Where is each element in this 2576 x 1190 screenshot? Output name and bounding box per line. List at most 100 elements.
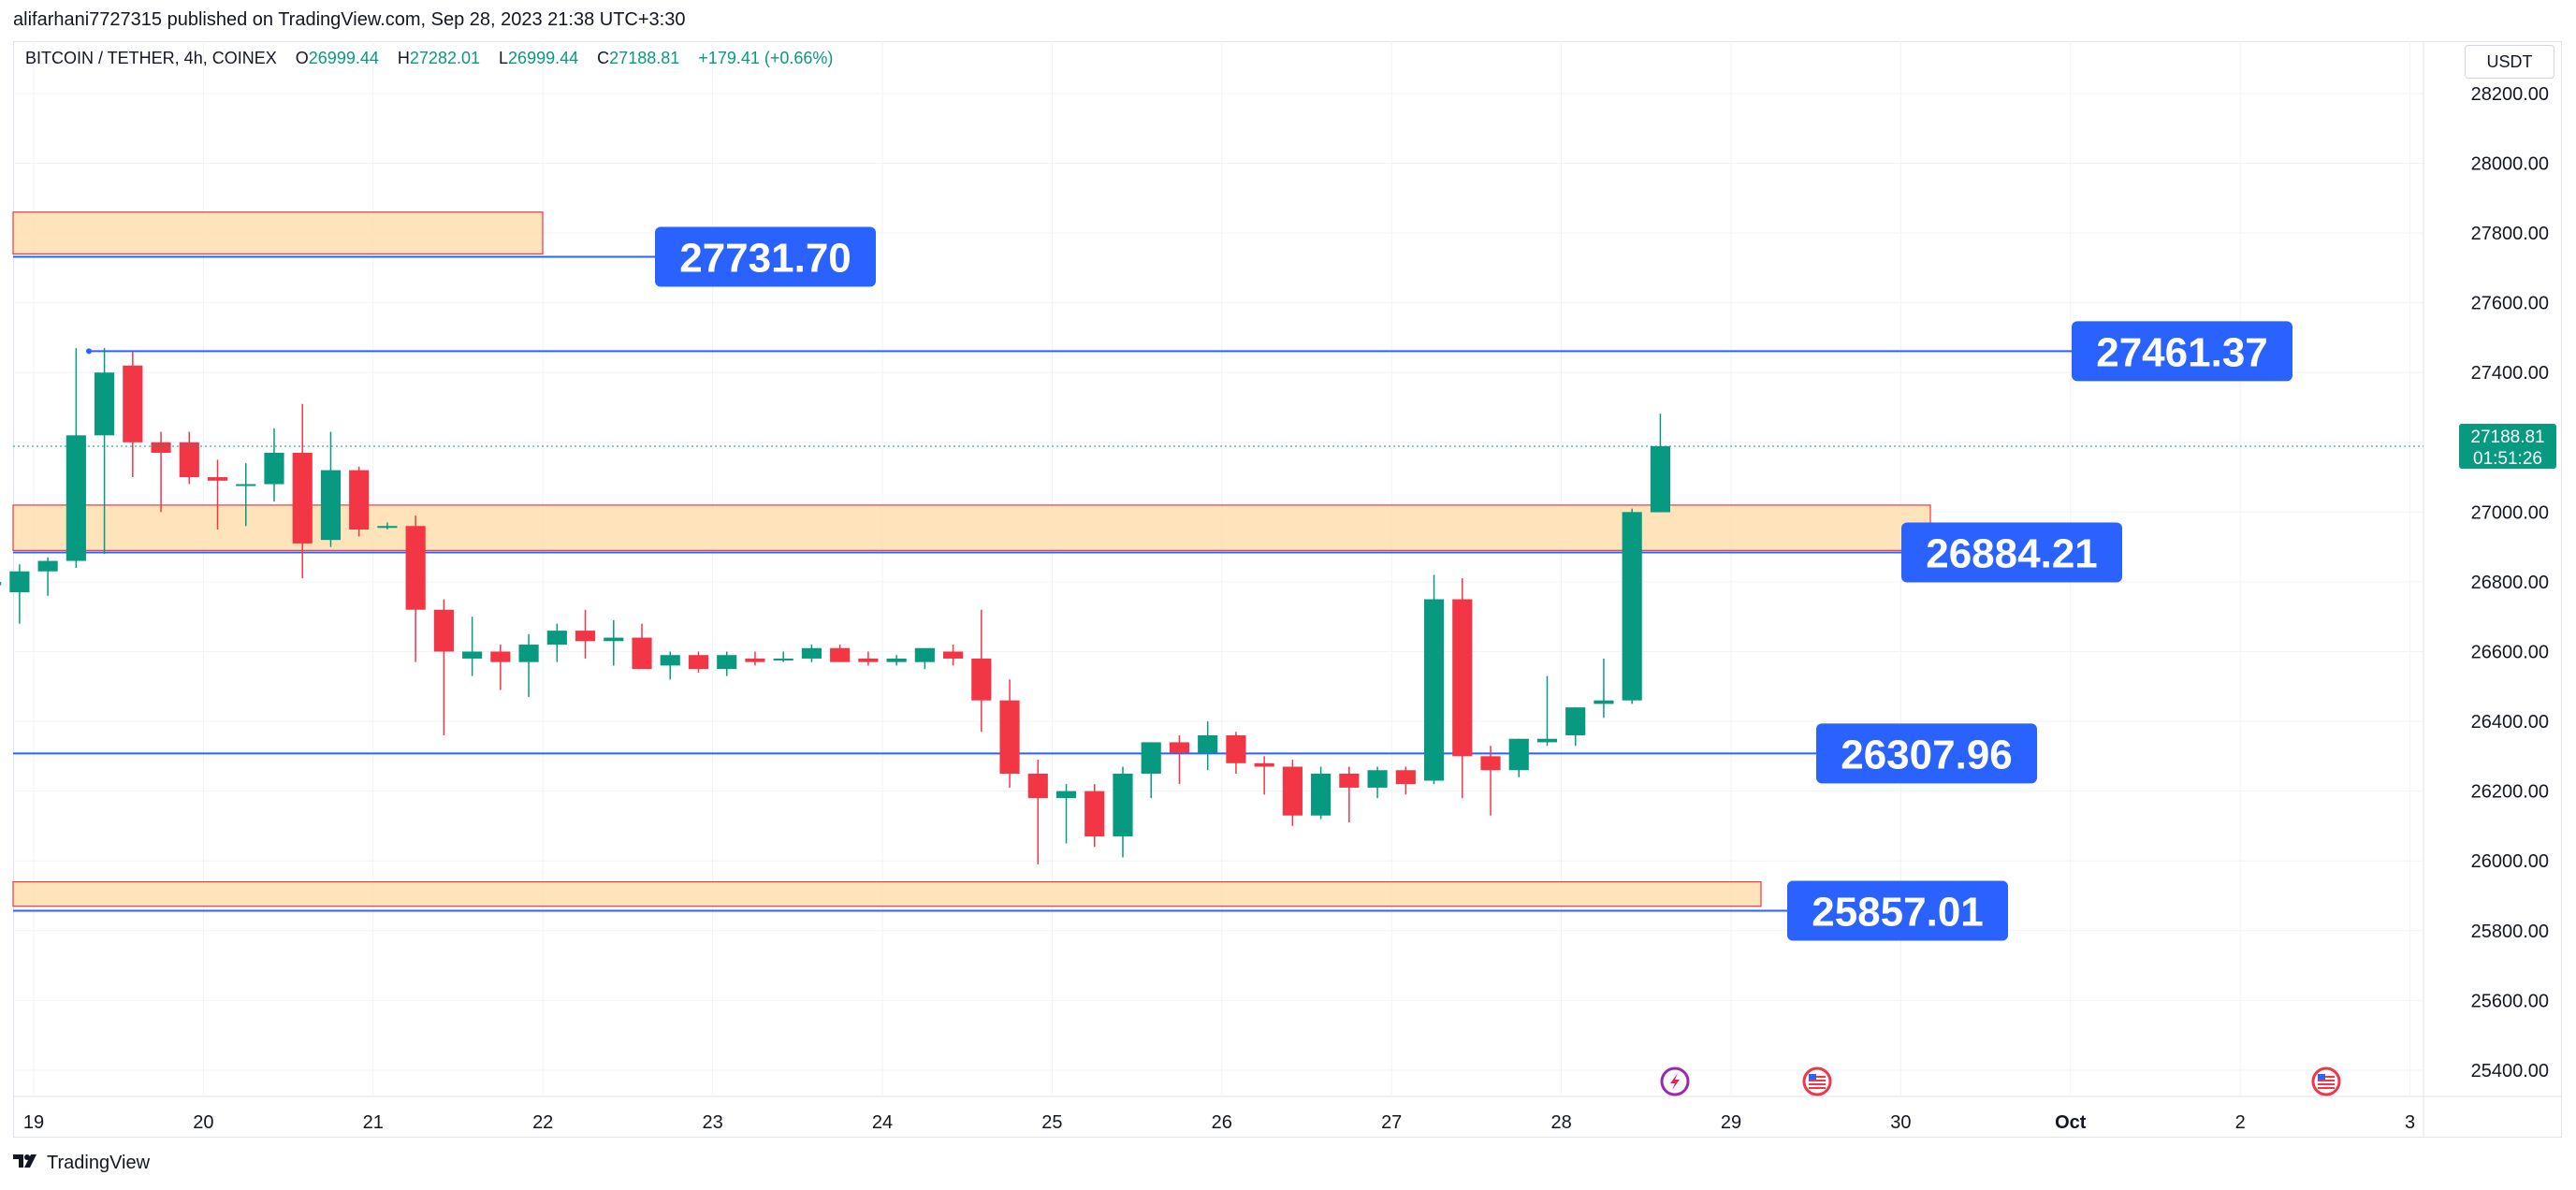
footer-brand[interactable]: TradingView [13,1153,150,1174]
x-tick-label: 3 [2405,1112,2415,1133]
flag-stripe [1809,1076,1826,1078]
y-tick-label: 27800.00 [2471,224,2549,244]
candle-body [462,651,483,659]
level-label-box [1816,723,2037,784]
high-label: H [397,49,410,67]
x-tick-label: 29 [1721,1112,1741,1133]
x-tick-label: 22 [532,1112,553,1133]
y-tick-label: 27400.00 [2471,363,2549,384]
candle-body [830,647,851,662]
x-tick-label: 26 [1212,1112,1232,1133]
candle-body [179,442,199,478]
candle-body [1367,770,1388,788]
y-tick-label: 28200.00 [2471,84,2549,105]
level-label: 27461.37 [2096,329,2268,375]
candle-body [971,658,992,701]
currency-button[interactable]: USDT [2465,45,2554,79]
y-tick-label: 27000.00 [2471,502,2549,523]
candle-body [914,647,935,662]
grid [13,41,2562,1138]
level-label: 27731.70 [679,236,851,282]
candle-body [1055,791,1077,799]
y-tick-label: 26000.00 [2471,851,2549,872]
candle-body [1226,734,1246,763]
candle-body [1536,738,1558,743]
candle-body [745,658,765,662]
events [1660,1067,2341,1096]
level-label: 26884.21 [1926,531,2098,577]
level-label: 26307.96 [1841,732,2013,777]
candle-body [433,609,454,652]
candle-body [320,470,342,541]
y-tick-label: 26600.00 [2471,642,2549,662]
candle-body [660,655,680,666]
candle-body [9,571,30,593]
candle-body [236,484,256,486]
candle-body [1565,707,1586,735]
candle-body [65,435,86,561]
candle-body [1282,766,1303,816]
x-tick-label: 23 [702,1112,722,1133]
y-tick-label: 28000.00 [2471,153,2549,174]
candle-body [123,365,143,443]
candle-body [717,655,737,670]
brand-name: TradingView [47,1153,151,1173]
level-label-box [2072,321,2292,382]
low-value: 26999.44 [508,49,579,67]
candle-body [773,658,793,660]
y-tick-label: 26400.00 [2471,712,2549,733]
candle-body [1084,791,1105,837]
open-value: 26999.44 [308,49,379,67]
flag-stripe [2318,1083,2335,1085]
candle-body [95,372,115,436]
high-value: 27282.01 [409,49,480,67]
publisher-line: alifarhani7727315 published on TradingVi… [13,9,686,30]
candle-body [1027,773,1048,799]
candle-body [264,452,284,485]
symbol-legend[interactable]: BITCOIN / TETHER, 4h, COINEX O26999.44 H… [25,49,833,68]
close-label: C [597,49,610,67]
y-tick-label: 26800.00 [2471,573,2549,593]
last-price-tag [2459,423,2556,469]
x-tick-label: 20 [193,1112,213,1133]
x-tick-label: 21 [363,1112,384,1133]
candle-body [1650,445,1670,513]
candle-body [943,651,964,659]
candle-body [377,526,398,529]
price-tags: 27188.81 01:51:26 [13,423,2556,469]
x-tick-label: Oct [2055,1112,2087,1133]
candle-body [801,647,822,659]
candle-body [292,452,313,544]
candle-body [688,655,709,670]
tradingview-logo-icon [13,1153,41,1174]
x-tick-label: 24 [872,1112,893,1133]
low-label: L [499,49,509,67]
flag-stripe [1809,1083,1826,1085]
level-anchor-dot [86,348,92,355]
symbol-name: BITCOIN / TETHER, 4h, COINEX [25,49,277,67]
candle-body [632,637,652,670]
candle-body [1594,700,1614,704]
level-label-box [1901,522,2122,583]
flag-stripe [1809,1087,1826,1089]
candle-body [1254,762,1274,767]
candle-body [405,526,426,610]
y-tick-label: 25400.00 [2471,1061,2549,1081]
y-axis: 28200.00 28000.00 27800.00 27600.00 27400.00… [2471,84,2549,1081]
flag-stripe [2318,1080,2335,1081]
candles [0,348,1670,864]
level-label-box [1787,880,2008,941]
zones [12,211,1931,907]
x-tick-label: 27 [1381,1112,1402,1133]
change-value: +179.41 (+0.66%) [698,49,834,67]
open-label: O [295,49,309,67]
y-tick-label: 25600.00 [2471,991,2549,1011]
level-label-box [655,226,876,287]
zone-rect [12,211,544,255]
candle-body [0,581,2,586]
candle-body [1622,512,1642,701]
flag-stripe [1809,1080,1826,1081]
candle-body [604,637,624,642]
flash-glyph [1670,1073,1680,1090]
